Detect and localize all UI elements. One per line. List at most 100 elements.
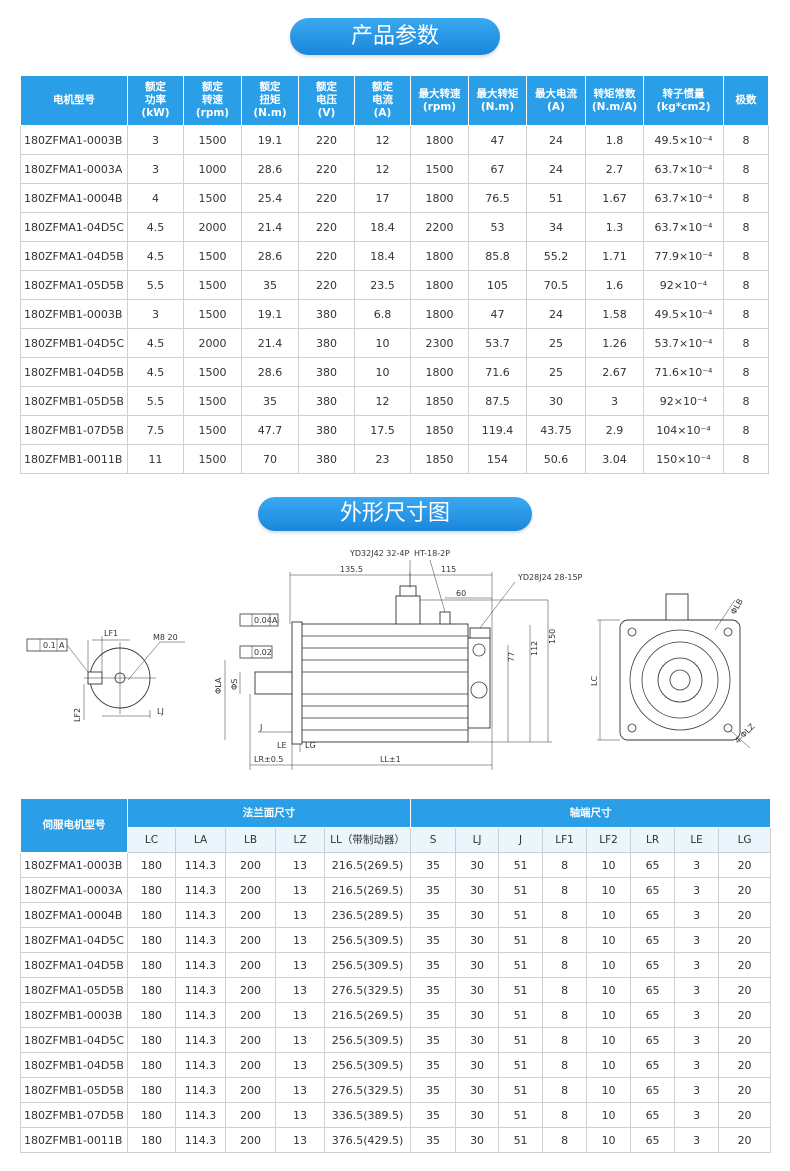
table-cell: 30	[455, 1127, 500, 1153]
dim-label: LF1	[104, 629, 118, 638]
dim-label: LG	[305, 741, 316, 750]
table-cell: 53.7	[468, 328, 527, 358]
table-cell: 4.5	[127, 357, 184, 387]
section-title: 产品参数	[290, 18, 500, 55]
model-cell: 180ZFMB1-0011B	[20, 444, 128, 474]
table-cell: 13	[275, 1052, 325, 1078]
table-cell: 1000	[183, 154, 242, 184]
table-cell: 3	[674, 852, 720, 878]
model-cell: 180ZFMB1-04D5B	[20, 357, 128, 387]
dim-label: M8 20	[153, 633, 178, 642]
table-cell: 8	[723, 183, 769, 213]
table-cell: 220	[298, 212, 355, 242]
model-cell: 180ZFMB1-04D5C	[20, 328, 128, 358]
table-cell: 1.67	[585, 183, 644, 213]
table-cell: 180	[127, 1077, 176, 1103]
table-cell: 200	[225, 902, 276, 928]
table-cell: 1500	[183, 241, 242, 271]
model-cell: 180ZFMA1-05D5B	[20, 977, 128, 1003]
table-cell: 19.1	[241, 299, 299, 329]
table-cell: 1.71	[585, 241, 644, 271]
table-cell: 35	[410, 1077, 457, 1103]
table-cell: 1800	[410, 241, 469, 271]
group-header: 法兰面尺寸	[126, 798, 412, 828]
table-cell: 65	[630, 927, 676, 953]
dim-label: A	[272, 616, 278, 625]
table-cell: 8	[542, 852, 588, 878]
table-cell: 180	[127, 952, 176, 978]
table-cell: 336.5(389.5)	[323, 1102, 412, 1128]
table-cell: 200	[225, 952, 276, 978]
table-cell: 256.5(309.5)	[323, 927, 412, 953]
table-row: 180ZFMB1-04D5C 4.5 2000 21.4 380 10 2300 53.7 25…	[20, 328, 769, 358]
table-cell: 154	[468, 444, 527, 474]
table-cell: 8	[542, 1127, 588, 1153]
table-cell: 51	[526, 183, 586, 213]
table-cell: 2000	[183, 212, 242, 242]
table-cell: 65	[630, 1077, 676, 1103]
table-cell: 53.7×10⁻⁴	[643, 328, 724, 358]
table-cell: 43.75	[526, 415, 586, 445]
table-cell: 4	[127, 183, 184, 213]
header-cell: LB	[225, 827, 276, 853]
table-cell: 220	[298, 125, 355, 155]
table-cell: 200	[225, 1002, 276, 1028]
table-cell: 19.1	[241, 125, 299, 155]
table-cell: 20	[718, 1102, 772, 1128]
table-cell: 65	[630, 852, 676, 878]
table-cell: 220	[298, 183, 355, 213]
dim-label: 150	[548, 629, 557, 644]
table-cell: 47	[468, 299, 527, 329]
table-row: 180ZFMA1-04D5C 4.5 2000 21.4 220 18.4 2200 53 34…	[20, 212, 769, 242]
table-cell: 10	[586, 877, 632, 903]
table-cell: 55.2	[526, 241, 586, 271]
table-cell: 10	[586, 977, 632, 1003]
table-cell: 8	[542, 1052, 588, 1078]
dim-label: 112	[530, 641, 539, 656]
table-cell: 114.3	[175, 1102, 226, 1128]
table-cell: 380	[298, 357, 355, 387]
table-cell: 24	[526, 125, 586, 155]
table-cell: 2200	[410, 212, 469, 242]
table-cell: 35	[410, 877, 457, 903]
table-cell: 10	[586, 1027, 632, 1053]
table-row: 180ZFMB1-0003B 180 114.3 200 13 216.5(269.5) 3…	[20, 1002, 772, 1028]
table-cell: 21.4	[241, 328, 299, 358]
table-cell: 24	[526, 299, 586, 329]
dim-label: LE	[277, 741, 287, 750]
table-cell: 200	[225, 877, 276, 903]
table-cell: 30	[455, 1002, 500, 1028]
table-cell: 114.3	[175, 852, 226, 878]
table-cell: 10	[354, 328, 411, 358]
header-cell: 最大转矩 (N.m)	[468, 75, 527, 126]
header-cell: 最大转速 (rpm)	[410, 75, 469, 126]
table-cell: 8	[542, 902, 588, 928]
model-cell: 180ZFMB1-0003B	[20, 1002, 128, 1028]
table-row: 180ZFMA1-0003B 180 114.3 200 13 216.5(269.5) 3…	[20, 852, 772, 878]
dim-label: 115	[441, 565, 456, 574]
table-cell: 8	[723, 415, 769, 445]
connector-label: YD32J42 32-4P	[349, 549, 409, 558]
table-cell: 256.5(309.5)	[323, 1052, 412, 1078]
table-cell: 20	[718, 1027, 772, 1053]
table-cell: 17	[354, 183, 411, 213]
table-cell: 114.3	[175, 1077, 226, 1103]
table-cell: 35	[410, 1027, 457, 1053]
table-cell: 30	[455, 977, 500, 1003]
model-cell: 180ZFMA1-0003B	[20, 125, 128, 155]
table-cell: 380	[298, 328, 355, 358]
table-cell: 1500	[183, 125, 242, 155]
table-cell: 119.4	[468, 415, 527, 445]
table-cell: 3	[674, 952, 720, 978]
table-row: 180ZFMA1-04D5B 4.5 1500 28.6 220 18.4 1800 85.8…	[20, 241, 769, 271]
table-cell: 10	[586, 852, 632, 878]
dim-label: A	[59, 641, 65, 650]
table-cell: 35	[241, 270, 299, 300]
table-cell: 13	[275, 1102, 325, 1128]
table-cell: 3	[674, 977, 720, 1003]
table-cell: 13	[275, 902, 325, 928]
table-cell: 2000	[183, 328, 242, 358]
table-cell: 35	[410, 1052, 457, 1078]
table-cell: 1850	[410, 386, 469, 416]
table-cell: 376.5(429.5)	[323, 1127, 412, 1153]
